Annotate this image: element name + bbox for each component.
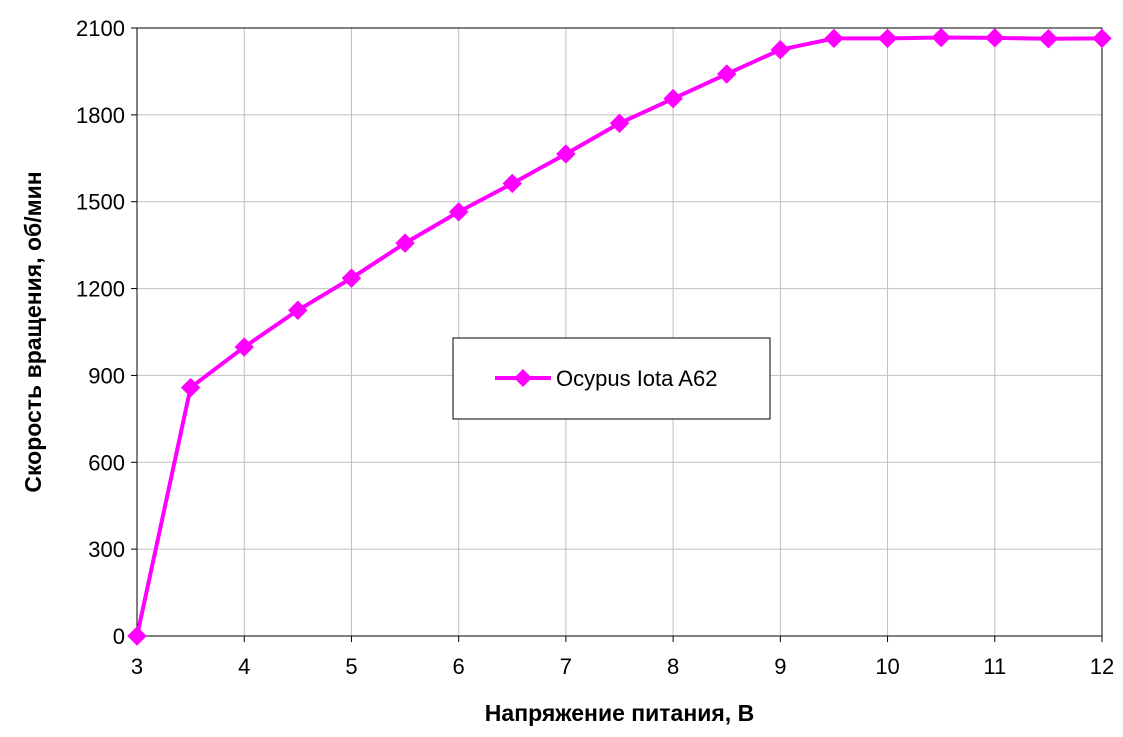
y-tick-label: 1500 (76, 190, 125, 215)
y-tick-label: 600 (88, 450, 125, 475)
y-tick-labels: 0 300 600 900 1200 1500 1800 2100 (76, 16, 125, 649)
data-point-marker (770, 40, 791, 60)
x-tick-label: 3 (131, 654, 143, 679)
data-point-marker (127, 626, 147, 646)
legend-marker (514, 369, 532, 387)
y-axis-label: Скорость вращения, об/мин (20, 171, 46, 492)
x-tick-label: 9 (774, 654, 786, 679)
data-point-marker (1092, 28, 1112, 49)
x-tick-label: 11 (983, 654, 1006, 679)
data-point-marker (288, 300, 308, 320)
legend-label: Ocypus Iota A62 (556, 366, 717, 391)
x-tick-label: 6 (453, 654, 465, 679)
data-point-marker (663, 88, 683, 109)
y-tick-label: 300 (88, 537, 125, 562)
data-point-marker (502, 173, 522, 194)
data-point-marker (234, 337, 254, 357)
x-tick-label: 10 (875, 654, 899, 679)
x-tick-label: 4 (238, 654, 250, 679)
data-point-marker (180, 377, 201, 398)
data-point-marker (877, 28, 898, 49)
data-point-marker (395, 233, 415, 253)
data-point-marker (931, 27, 951, 48)
x-tick-label: 12 (1090, 654, 1114, 679)
data-point-marker (824, 28, 844, 49)
y-tick-label: 1200 (76, 277, 125, 302)
data-point-marker (985, 28, 1005, 48)
x-tick-label: 5 (345, 654, 357, 679)
data-point-marker (609, 113, 630, 133)
data-point-marker (448, 202, 469, 222)
y-tick-label: 1800 (76, 103, 125, 128)
x-axis-label: Напряжение питания, В (485, 700, 754, 726)
data-point-marker (1038, 29, 1059, 49)
x-tick-labels: 3 4 5 6 7 8 9 10 11 12 (131, 654, 1114, 679)
data-point-marker (717, 64, 737, 84)
y-tick-label: 900 (88, 363, 125, 388)
series-layer (127, 27, 1112, 646)
data-point-marker (341, 268, 362, 288)
x-tick-label: 8 (667, 654, 679, 679)
y-tick-label: 0 (113, 624, 125, 649)
data-point-marker (556, 144, 576, 164)
y-tick-label: 2100 (76, 16, 125, 41)
x-tick-label: 7 (560, 654, 572, 679)
legend: Ocypus Iota A62 (452, 337, 771, 420)
